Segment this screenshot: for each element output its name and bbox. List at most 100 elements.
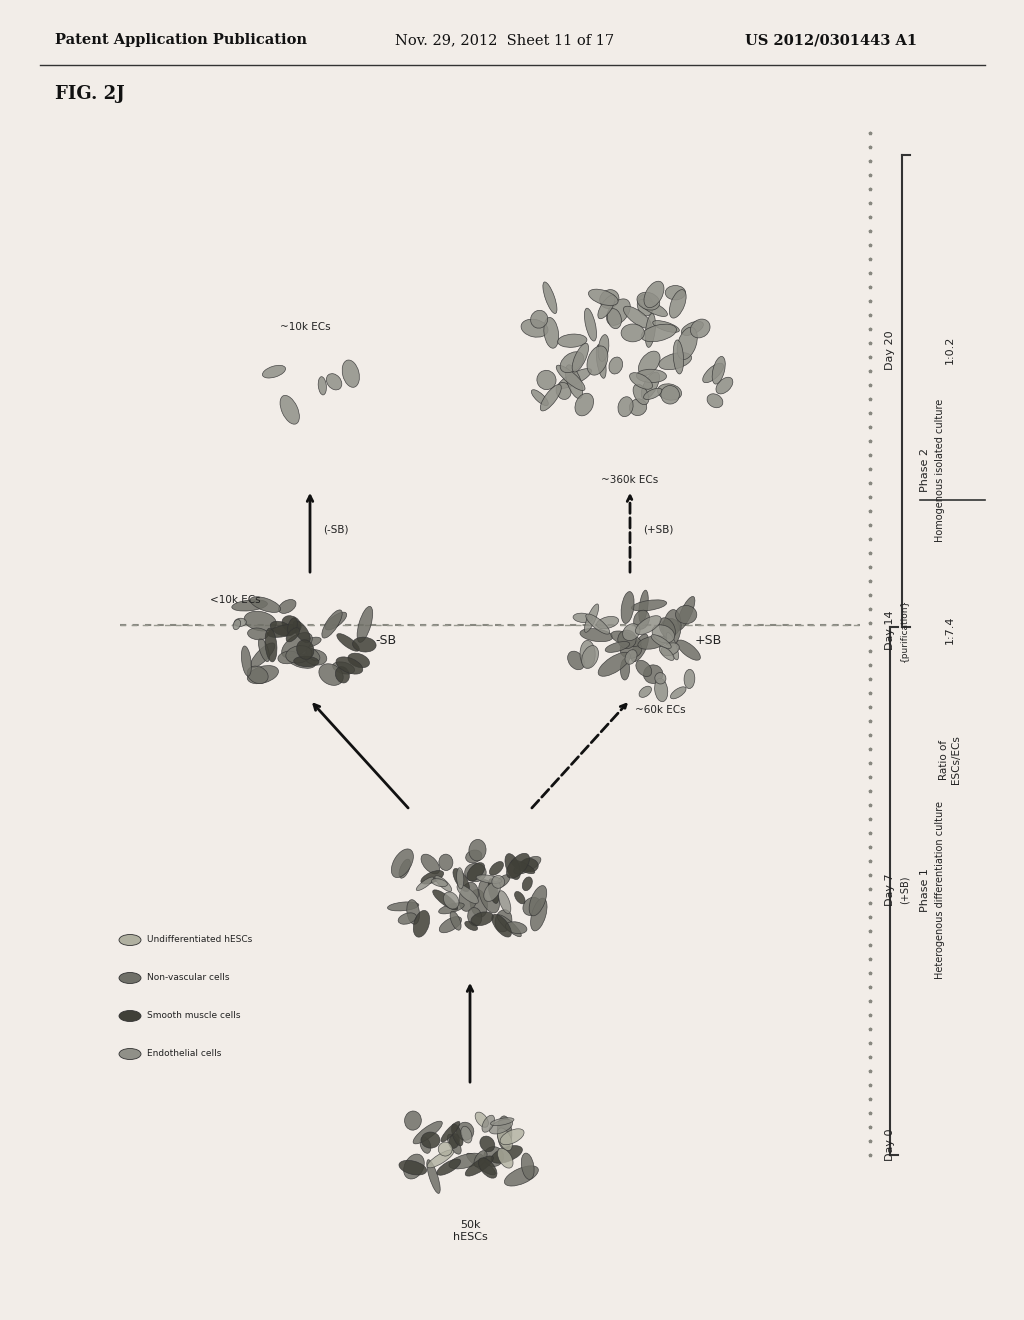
Ellipse shape	[498, 1129, 512, 1151]
Ellipse shape	[251, 643, 274, 668]
Ellipse shape	[119, 1048, 141, 1060]
Ellipse shape	[489, 862, 504, 875]
Ellipse shape	[637, 292, 659, 310]
Ellipse shape	[469, 840, 486, 861]
Ellipse shape	[441, 1122, 460, 1142]
Text: (+SB): (+SB)	[643, 525, 674, 535]
Ellipse shape	[499, 891, 511, 913]
Ellipse shape	[435, 875, 452, 891]
Text: ~60k ECs: ~60k ECs	[635, 705, 685, 715]
Ellipse shape	[662, 618, 680, 635]
Ellipse shape	[490, 1118, 514, 1126]
Ellipse shape	[617, 630, 636, 648]
Ellipse shape	[565, 364, 583, 399]
Ellipse shape	[638, 351, 660, 376]
Ellipse shape	[399, 1160, 427, 1175]
Ellipse shape	[572, 343, 589, 372]
Ellipse shape	[407, 900, 420, 924]
Text: Phase 1: Phase 1	[920, 869, 930, 912]
Ellipse shape	[690, 319, 710, 338]
Ellipse shape	[439, 854, 453, 870]
Ellipse shape	[119, 935, 141, 945]
Ellipse shape	[404, 1111, 421, 1130]
Ellipse shape	[531, 389, 548, 405]
Ellipse shape	[457, 1122, 474, 1140]
Ellipse shape	[658, 352, 691, 370]
Ellipse shape	[480, 1137, 495, 1151]
Ellipse shape	[420, 1137, 431, 1154]
Ellipse shape	[521, 1154, 535, 1180]
Ellipse shape	[684, 669, 695, 689]
Ellipse shape	[500, 1129, 524, 1144]
Ellipse shape	[598, 652, 631, 676]
Ellipse shape	[413, 1121, 442, 1144]
Ellipse shape	[659, 647, 674, 660]
Ellipse shape	[652, 624, 675, 643]
Text: Heterogenous differentiation culture: Heterogenous differentiation culture	[935, 801, 945, 979]
Ellipse shape	[677, 640, 700, 660]
Ellipse shape	[644, 281, 664, 308]
Text: 1:7.4: 1:7.4	[945, 615, 955, 644]
Ellipse shape	[667, 632, 679, 660]
Ellipse shape	[267, 624, 299, 638]
Ellipse shape	[498, 915, 521, 937]
Ellipse shape	[677, 327, 697, 359]
Ellipse shape	[657, 384, 682, 400]
Ellipse shape	[457, 884, 478, 903]
Ellipse shape	[306, 648, 319, 661]
Ellipse shape	[449, 1154, 483, 1168]
Ellipse shape	[286, 645, 312, 663]
Ellipse shape	[294, 656, 318, 667]
Ellipse shape	[580, 640, 595, 668]
Ellipse shape	[530, 898, 547, 931]
Text: 1:0.2: 1:0.2	[945, 335, 955, 364]
Ellipse shape	[247, 667, 268, 684]
Ellipse shape	[279, 599, 296, 614]
Text: Day 0: Day 0	[885, 1129, 895, 1162]
Ellipse shape	[505, 854, 520, 879]
Ellipse shape	[318, 376, 327, 395]
Ellipse shape	[702, 363, 724, 383]
Ellipse shape	[431, 879, 447, 887]
Ellipse shape	[621, 659, 630, 680]
Ellipse shape	[522, 876, 532, 891]
Ellipse shape	[560, 351, 584, 372]
Ellipse shape	[282, 615, 301, 634]
Ellipse shape	[234, 618, 247, 627]
Ellipse shape	[280, 396, 299, 424]
Ellipse shape	[414, 911, 430, 937]
Ellipse shape	[270, 622, 293, 636]
Ellipse shape	[304, 649, 327, 665]
Ellipse shape	[427, 1150, 454, 1168]
Ellipse shape	[286, 627, 300, 642]
Ellipse shape	[625, 649, 637, 664]
Ellipse shape	[673, 341, 684, 374]
Ellipse shape	[663, 610, 681, 647]
Ellipse shape	[470, 890, 487, 917]
Ellipse shape	[637, 294, 653, 315]
Ellipse shape	[248, 628, 268, 640]
Ellipse shape	[543, 282, 557, 314]
Ellipse shape	[638, 636, 667, 649]
Ellipse shape	[437, 1159, 461, 1175]
Ellipse shape	[337, 634, 359, 651]
Ellipse shape	[457, 867, 464, 888]
Text: Nov. 29, 2012  Sheet 11 of 17: Nov. 29, 2012 Sheet 11 of 17	[395, 33, 614, 48]
Ellipse shape	[630, 372, 652, 389]
Ellipse shape	[492, 915, 511, 937]
Ellipse shape	[461, 1126, 472, 1143]
Ellipse shape	[712, 356, 725, 384]
Ellipse shape	[466, 850, 482, 863]
Ellipse shape	[336, 667, 349, 682]
Ellipse shape	[242, 645, 251, 676]
Ellipse shape	[233, 619, 241, 630]
Ellipse shape	[287, 653, 315, 668]
Ellipse shape	[438, 1142, 453, 1156]
Ellipse shape	[643, 665, 663, 684]
Ellipse shape	[506, 921, 527, 933]
Ellipse shape	[511, 861, 535, 874]
Text: ~10k ECs: ~10k ECs	[280, 322, 331, 333]
Text: {purification}: {purification}	[900, 598, 909, 661]
Ellipse shape	[515, 891, 525, 904]
Ellipse shape	[318, 664, 343, 685]
